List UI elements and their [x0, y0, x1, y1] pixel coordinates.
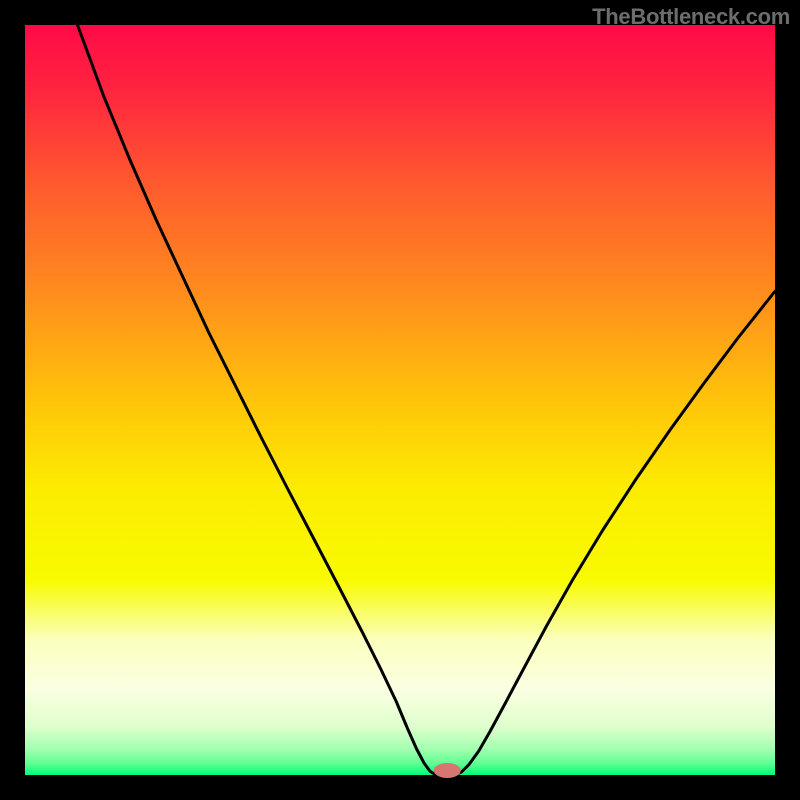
bottleneck-chart	[0, 0, 800, 800]
watermark-text: TheBottleneck.com	[592, 4, 790, 30]
chart-plot-background	[25, 25, 775, 775]
optimum-marker	[434, 764, 460, 778]
chart-container: TheBottleneck.com	[0, 0, 800, 800]
